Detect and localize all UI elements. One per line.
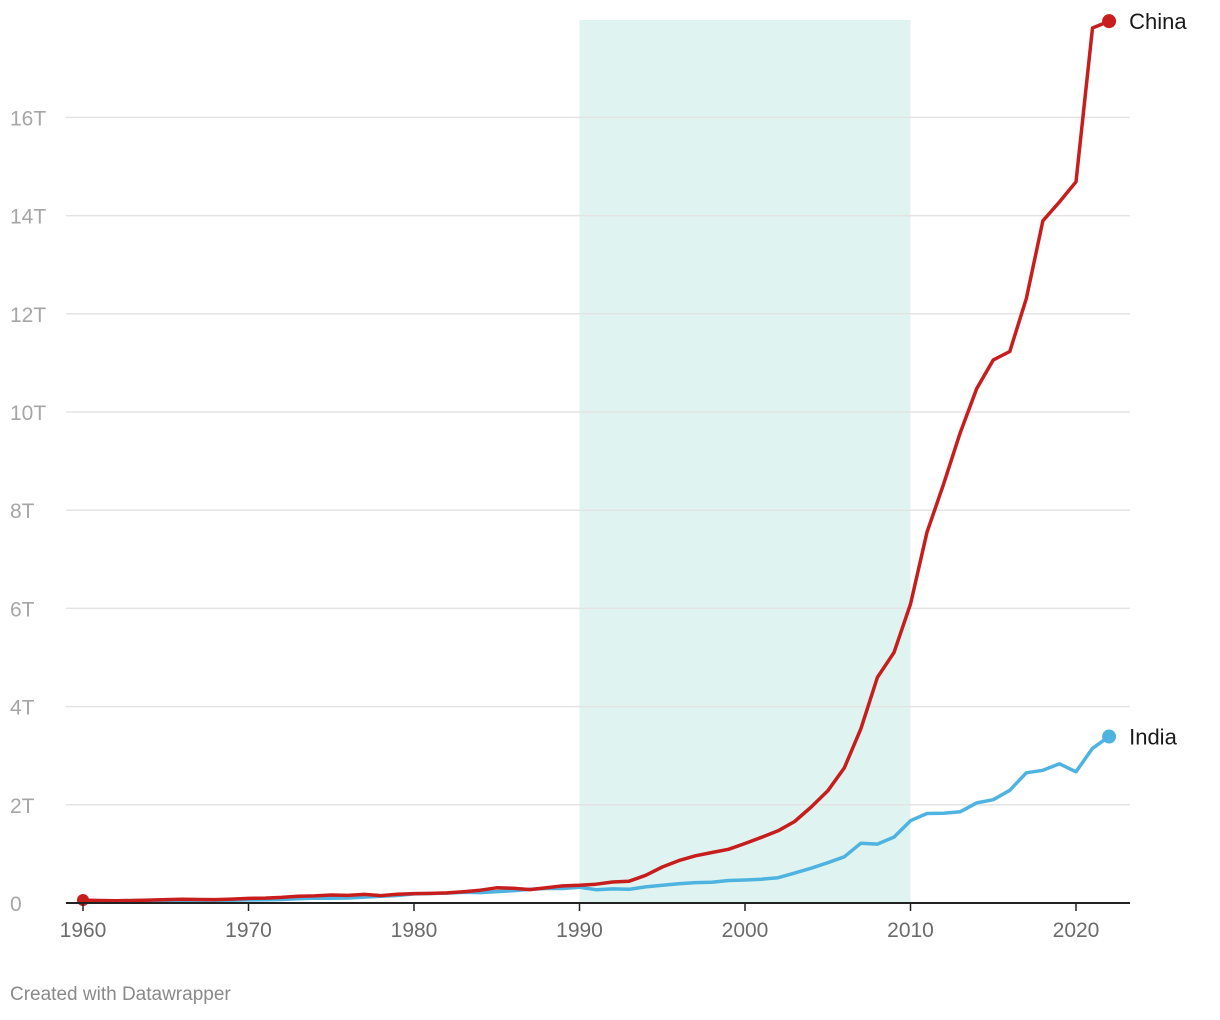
end-point-china <box>1102 14 1117 29</box>
series-line-china <box>81 19 1111 903</box>
y-tick-label: 8T <box>10 500 35 523</box>
x-tick-label: 1990 <box>556 919 603 942</box>
y-tick-label: 2T <box>10 795 35 818</box>
y-tick-label: 12T <box>10 304 46 327</box>
x-tick-label: 2020 <box>1053 919 1100 942</box>
x-tick-label: 2000 <box>722 919 769 942</box>
series-lines <box>81 19 1111 903</box>
highlight-band-layer <box>579 20 911 903</box>
axes <box>66 902 1130 911</box>
y-tick-label: 0 <box>10 893 22 916</box>
y-tick-label: 14T <box>10 206 46 229</box>
gridlines <box>66 116 1130 806</box>
series-label-india: India <box>1129 725 1177 750</box>
x-tick-label: 1970 <box>225 919 272 942</box>
end-point-india <box>1102 729 1117 744</box>
series-label-china: China <box>1129 9 1187 34</box>
highlight-band <box>579 20 911 903</box>
y-tick-label: 6T <box>10 598 35 621</box>
labels: 0 2T 4T 6T 8T 10T 12T 14T 16T 1960 1970 1980 1990 200… <box>10 9 1187 942</box>
x-tick-label: 1960 <box>60 919 107 942</box>
x-tick-label: 1980 <box>391 919 438 942</box>
y-tick-label: 10T <box>10 402 46 425</box>
y-tick-label: 4T <box>10 697 35 720</box>
x-tick-label: 2010 <box>887 919 934 942</box>
y-tick-label: 16T <box>10 107 46 130</box>
datawrapper-credit: Created with Datawrapper <box>10 984 231 1005</box>
